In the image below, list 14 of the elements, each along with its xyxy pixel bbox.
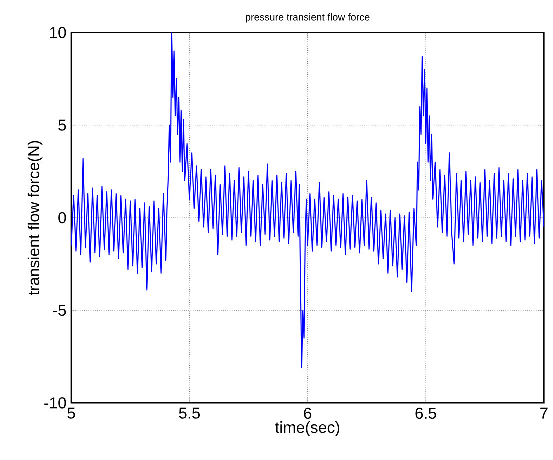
x-tick-label: 5 (68, 408, 76, 420)
y-tick-label: -10 (44, 398, 66, 409)
y-tick-label: 5 (58, 120, 66, 132)
x-tick-label: 5.5 (179, 408, 200, 420)
x-tick-label: 7 (540, 408, 548, 419)
chart-title: pressure transient flow force (246, 14, 370, 23)
x-tick-label: 6.5 (416, 408, 436, 420)
y-tick-label: 10 (50, 27, 66, 38)
y-tick-label: 0 (58, 212, 66, 224)
x-axis-title: time(sec) (275, 422, 340, 436)
x-tick-label: 6 (304, 408, 312, 420)
y-axis-title: transient flow force(N) (28, 141, 43, 296)
line-series (72, 32, 544, 369)
y-tick-label: -5 (53, 305, 66, 316)
